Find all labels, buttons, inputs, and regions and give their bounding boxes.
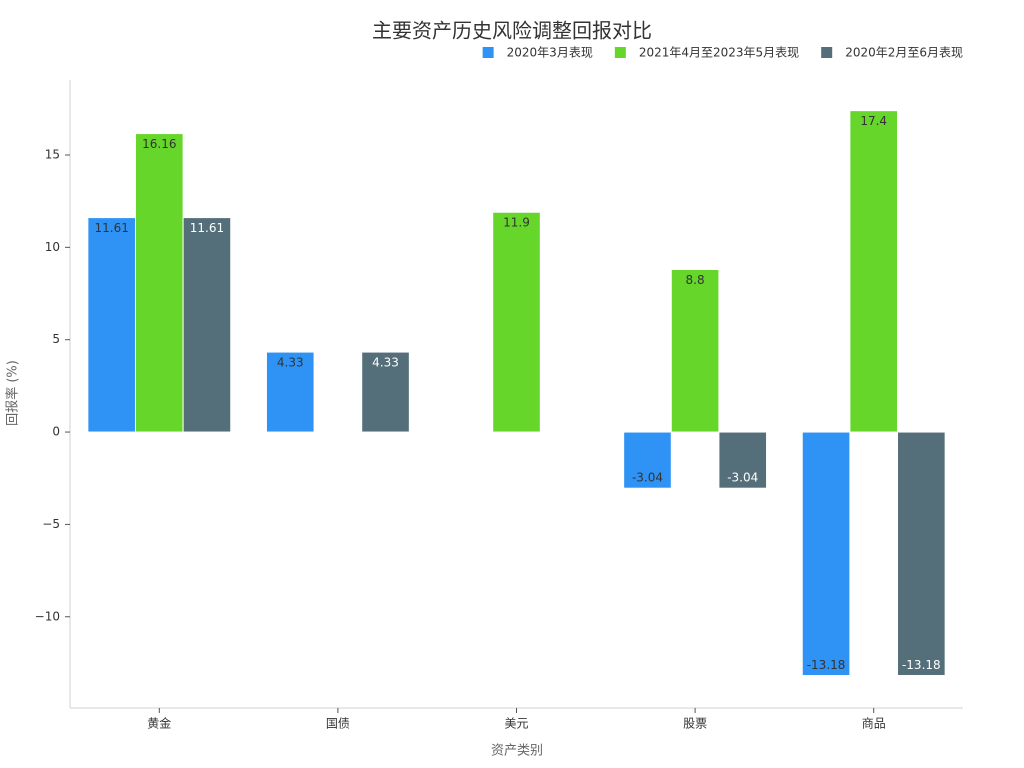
bar — [897, 431, 946, 676]
value-label: 11.61 — [190, 221, 224, 235]
legend-label: 2021年4月至2023年5月表现 — [639, 46, 799, 60]
bar — [718, 431, 768, 489]
bar — [801, 431, 851, 676]
legend-label: 2020年3月表现 — [507, 46, 593, 60]
x-axis-label: 资产类别 — [491, 744, 543, 759]
value-label: 4.33 — [372, 356, 399, 370]
legend-label: 2020年2月至6月表现 — [845, 46, 963, 60]
bar — [265, 351, 315, 433]
bar — [87, 217, 136, 433]
value-label: 4.33 — [277, 356, 304, 370]
value-label: -3.04 — [632, 471, 663, 485]
bar — [182, 217, 232, 433]
value-label: -13.18 — [807, 658, 846, 672]
y-tick-label: −10 — [35, 609, 60, 623]
y-tick-label: 15 — [45, 147, 60, 161]
bar — [849, 110, 899, 433]
value-label: 8.8 — [686, 273, 705, 287]
bar — [623, 431, 672, 489]
x-tick-label: 黄金 — [147, 716, 171, 731]
legend-swatch — [821, 47, 833, 58]
value-label: 11.9 — [503, 216, 530, 230]
y-tick-label: 0 — [52, 425, 60, 439]
y-axis-label: 回报率 (%) — [5, 360, 21, 426]
x-tick-label: 美元 — [504, 717, 528, 731]
legend-swatch — [482, 47, 494, 58]
chart-title: 主要资产历史风险调整回报对比 — [372, 19, 652, 43]
value-label: 17.4 — [860, 114, 887, 128]
x-tick-label: 国债 — [326, 717, 350, 731]
bar — [134, 133, 184, 433]
y-tick-label: 5 — [52, 332, 60, 346]
value-label: 11.61 — [94, 221, 128, 235]
x-tick-label: 商品 — [862, 716, 886, 731]
bar — [670, 269, 720, 433]
bar — [361, 351, 410, 433]
value-label: 16.16 — [142, 137, 176, 151]
value-label: -3.04 — [727, 471, 758, 485]
value-label: -13.18 — [902, 658, 941, 672]
x-tick-label: 股票 — [683, 717, 707, 731]
y-tick-label: 10 — [45, 240, 60, 254]
y-tick-label: −5 — [42, 517, 60, 531]
bar — [492, 211, 541, 433]
legend-swatch — [614, 47, 626, 58]
